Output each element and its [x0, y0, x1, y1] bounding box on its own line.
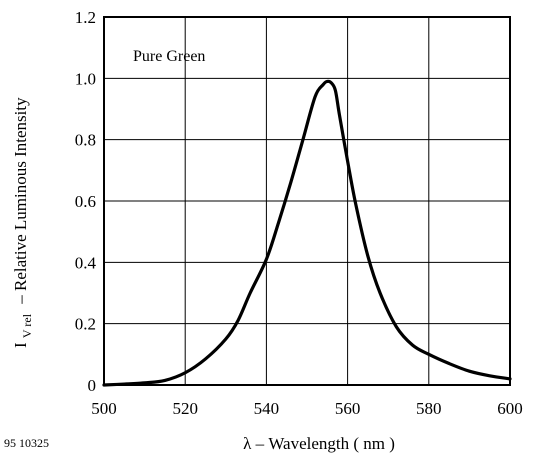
y-axis-title-description: – Relative Luminous Intensity: [11, 97, 30, 305]
y-tick-label: 0.8: [75, 131, 96, 150]
y-axis-title-symbol: I: [11, 342, 30, 348]
x-tick-label: 520: [172, 399, 198, 418]
pure-green-curve: [102, 79, 512, 387]
y-tick-label: 0.4: [75, 253, 97, 272]
plot-frame: [103, 16, 511, 386]
y-axis-title: I V rel – Relative Luminous Intensity: [11, 97, 35, 348]
x-tick-label: 560: [335, 399, 361, 418]
x-tick-label: 600: [497, 399, 523, 418]
grid-layer: [103, 16, 511, 386]
tick-label-layer: 500 520 540 560 580 600 0 0.2 0.4 0.6 0.8 1.0 1.2: [75, 8, 523, 418]
x-tick-label: 500: [91, 399, 117, 418]
x-tick-label: 540: [254, 399, 280, 418]
figure-code: 95 10325: [4, 436, 49, 450]
y-tick-label: 0.2: [75, 315, 96, 334]
x-axis-title: λ – Wavelength ( nm ): [243, 434, 395, 453]
x-tick-label: 580: [416, 399, 442, 418]
series-legend-label: Pure Green: [133, 48, 205, 65]
y-tick-label: 0: [88, 376, 97, 395]
y-tick-label: 1.2: [75, 8, 96, 27]
y-tick-label: 1.0: [75, 69, 96, 88]
svg-text:I V rel – Relative: I V rel – Relative Luminous Intensity: [11, 97, 35, 348]
y-axis-title-subscript: V rel: [20, 313, 34, 338]
y-tick-label: 0.6: [75, 192, 96, 211]
